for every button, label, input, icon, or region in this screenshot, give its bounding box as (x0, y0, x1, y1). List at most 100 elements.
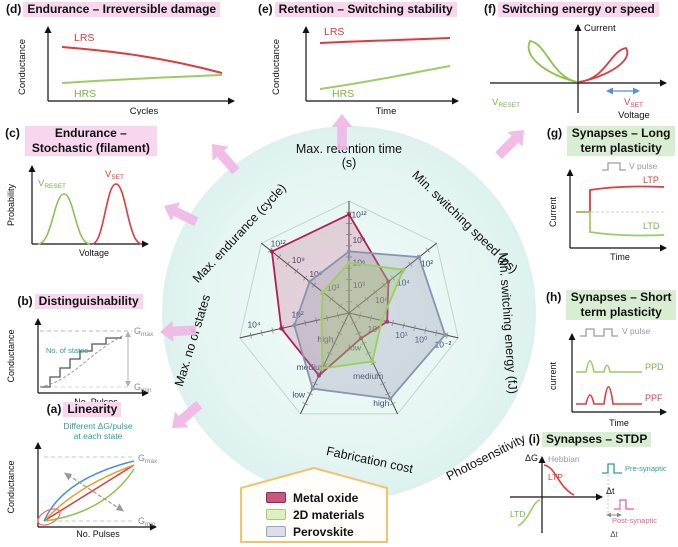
svg-text:medium: medium (353, 371, 383, 381)
y-axis-label: Conductance (6, 460, 16, 513)
panel-f-title: (f) Switching energy or speed (484, 2, 676, 17)
svg-text:10¹: 10¹ (395, 330, 407, 340)
panel-h-tag: (h) (546, 290, 562, 304)
panel-b-title: (b) Distinguishability (2, 294, 158, 309)
2d-materials-swatch (266, 509, 286, 520)
note-line-2: at each state (74, 431, 123, 441)
x-axis-label: Time (610, 252, 630, 262)
panel-a-tag: (a) (46, 402, 62, 416)
svg-text:10⁶: 10⁶ (309, 269, 322, 279)
vset-distribution (91, 183, 143, 245)
y-axis-label: Probability (6, 183, 16, 226)
panel-i-tag: (i) (528, 432, 540, 446)
plot-iv-hysteresis: Current Voltage VRESET VSET (490, 23, 667, 121)
panel-c-tag: (c) (5, 126, 20, 140)
x-axis-label: Time (609, 418, 629, 428)
x-axis-label: Voltage (79, 248, 109, 258)
legend-item-2d-materials: 2D materials (240, 506, 388, 523)
arrowhead-right (633, 87, 640, 95)
svg-text:low: low (348, 343, 362, 353)
svg-text:10¹²: 10¹² (271, 239, 286, 249)
hrs-curve (61, 74, 223, 84)
y-axis-label: Conductance (271, 39, 282, 95)
panel-d-tag: (d) (6, 2, 22, 16)
y-axis-label: ΔG (525, 453, 538, 463)
ltp-label: LTP (548, 472, 563, 482)
lrs-curve (319, 37, 451, 44)
plot-distinguishability: Conductance No. Pulses Gmax Gmin No. of … (6, 318, 154, 407)
hrs-curve (319, 65, 451, 90)
panel-c-title: (c) Endurance – Stochastic (filament) (2, 126, 160, 156)
vset-label: VSET (624, 97, 643, 109)
ppd-trace (576, 359, 642, 373)
panel-a-title: (a) Linearity (2, 402, 166, 417)
curve-convex (43, 468, 135, 522)
voltage-pulse-glyph (602, 162, 626, 171)
svg-text:10³: 10³ (327, 283, 339, 293)
curve-linear (43, 464, 135, 522)
dt-arrowhead-left (606, 512, 611, 518)
x-axis-label: Time (376, 106, 397, 115)
post-synaptic-label: Post-synaptic (612, 516, 657, 525)
radar-chart: 10³ 10⁶ 10⁹ 10¹² 10⁶ 10⁴ 10² 10⁶ 10¹ 10⁰ 10⁻² low me… (239, 200, 459, 415)
svg-text:10⁰: 10⁰ (415, 335, 428, 345)
plot-endurance-damage: Conductance Cycles LRS HRS (17, 26, 235, 117)
svg-text:10⁻²: 10⁻² (435, 340, 452, 350)
gmin-label: Gmin (134, 382, 152, 394)
reset-loop (527, 40, 578, 83)
ltd-label: LTD (510, 509, 525, 519)
svg-text:10⁹: 10⁹ (352, 235, 365, 245)
states-note: No. of states (46, 346, 88, 355)
start-state-ellipse (37, 508, 61, 526)
svg-text:10¹²: 10¹² (351, 209, 366, 219)
set-loop (578, 47, 629, 83)
y-axis-label: current (548, 361, 558, 390)
panel-h-title: (h) Synapses – Short term plasticity (546, 290, 676, 320)
panel-i-title: (i) Synapses – STDP (504, 432, 676, 447)
range-arrowhead-bottom (125, 381, 131, 387)
panel-a: (a) Linearity Different ΔG/pulse at each … (2, 402, 166, 544)
panel-e-tag: (e) (258, 2, 273, 16)
spread-arrow (67, 474, 121, 510)
gmax-label: Gmax (134, 326, 154, 338)
legend-item-metal-oxide: Metal oxide (240, 489, 388, 506)
ppf-trace (576, 385, 642, 405)
panel-f-tag: (f) (484, 2, 496, 16)
panel-g-tag: (g) (546, 126, 563, 140)
svg-text:10⁶: 10⁶ (353, 258, 366, 268)
staircase-curve (40, 337, 122, 388)
ppd-label: PPD (645, 362, 664, 372)
svg-text:high: high (317, 334, 333, 344)
x-axis-label: No. Pulses (76, 529, 120, 539)
plot-ppf-ppd: current Time V pulse PPD PPF (548, 326, 667, 428)
dt-arrowhead-right (617, 512, 622, 518)
gmax-label: Gmax (138, 453, 158, 465)
panel-g-title: (g) Synapses – Long term plasticity (546, 126, 676, 156)
x-axis-label: Cycles (130, 106, 159, 115)
panel-b-tag: (b) (17, 294, 33, 308)
panel-c: (c) Endurance – Stochastic (filament) Pro… (2, 126, 160, 263)
pre-synaptic-pulse (602, 463, 622, 474)
panel-d-title: (d) Endurance – Irreversible damage (6, 2, 254, 17)
svg-text:10⁴: 10⁴ (247, 319, 260, 329)
vreset-label: VRESET (38, 178, 66, 190)
panel-b: (b)Distinguishability Conductance No. Pu… (2, 294, 158, 412)
fit-curve-dashed (39, 334, 125, 388)
ltd-curve (517, 499, 541, 527)
metal-oxide-swatch (266, 492, 286, 503)
plot-retention: Conductance Time LRS HRS (271, 26, 459, 117)
panel-d: (d) Endurance – Irreversible damage Condu… (6, 2, 254, 120)
v-pulse-label: V pulse (629, 161, 658, 171)
svg-text:high: high (373, 398, 389, 408)
hebbian-label: Hebbian (548, 454, 580, 464)
y-axis-label: Conductance (6, 329, 16, 382)
voltage-pulse-glyph (580, 328, 618, 337)
svg-text:low: low (292, 389, 306, 399)
radar-circle-background: 10³ 10⁶ 10⁹ 10¹² 10⁶ 10⁴ 10² 10⁶ 10¹ 10⁰ 10⁻² low me… (162, 126, 536, 500)
x-axis-label: Δt (606, 486, 615, 496)
plot-ltp-ltd: Current Time V pulse LTP LTD (548, 161, 667, 262)
ltd-curve (576, 211, 665, 237)
curve-concave (43, 464, 135, 522)
panel-e-title: (e) Retention – Switching stability (258, 2, 480, 17)
svg-text:10³: 10³ (353, 280, 365, 290)
